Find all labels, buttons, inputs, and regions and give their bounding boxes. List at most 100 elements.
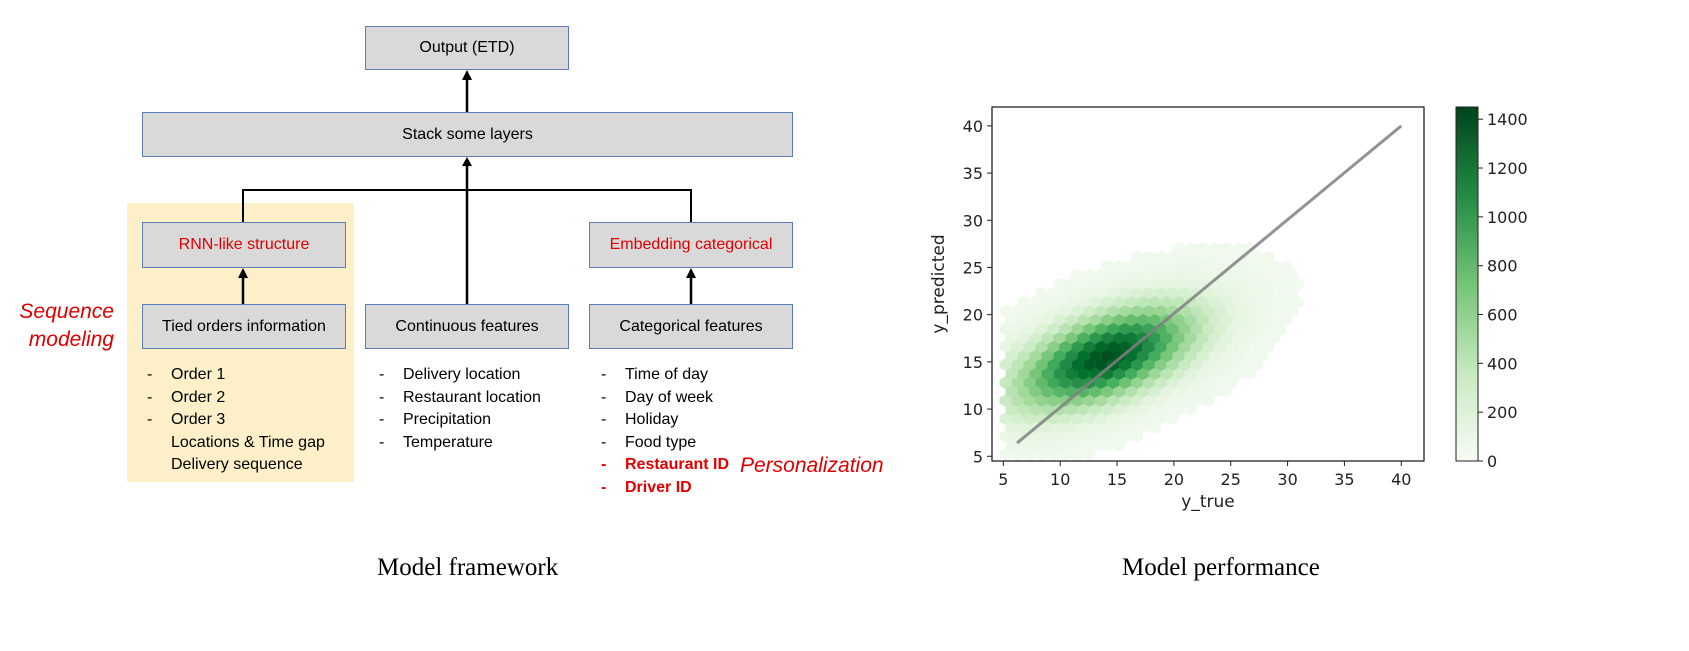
hexbin-cell (1244, 277, 1257, 291)
hexbin-cell (1077, 349, 1090, 362)
hexbin-cell (1089, 385, 1102, 398)
hexbin-cell (1142, 286, 1155, 300)
hexbin-cell (999, 412, 1012, 425)
hexbin-cell (1101, 403, 1114, 416)
hexbin-cell (1011, 340, 1024, 354)
hexbin-cell (1083, 340, 1096, 354)
list-item: - Delivery location (379, 366, 521, 383)
hexbin-cell (1077, 331, 1090, 345)
hexbin-cell (1136, 259, 1149, 273)
hexbin-cell (1142, 394, 1155, 407)
hexbin-cell (1077, 295, 1090, 309)
hexbin-cell (1250, 250, 1263, 264)
hexbin-cell (1017, 331, 1030, 345)
hexbin-cell (1059, 430, 1072, 443)
hexbin-cell (1101, 277, 1114, 291)
hexbin-cell (1035, 430, 1048, 443)
hexbin-cell (1089, 331, 1102, 345)
hexbin-cell (1220, 313, 1233, 327)
hexbin-cell (1059, 412, 1072, 425)
x-tick-label: 15 (1107, 470, 1127, 489)
hexbin-cell (1196, 385, 1209, 398)
list-item: - Temperature (379, 433, 493, 451)
list-item: - Order 1 (147, 366, 226, 383)
colorbar-ticks: 0 200 400 600 800 1000 1200 1400 (1478, 110, 1528, 471)
hexbin-cell (1178, 250, 1191, 264)
hexbin-cell (1238, 340, 1251, 354)
hexbin-cell (1017, 439, 1030, 452)
hexbin-cell (1238, 358, 1251, 371)
hexbin-cell (1262, 322, 1275, 336)
hexbin-cell (1113, 403, 1125, 416)
hexbin-cell (1029, 331, 1042, 345)
hexbin-cell (1005, 367, 1018, 380)
x-tick-label: 5 (998, 470, 1008, 489)
hexbin-cell (1131, 322, 1143, 336)
hexbin-cell (1178, 340, 1191, 354)
hexbin-cell (1136, 277, 1149, 291)
hexbin-cell (1172, 313, 1185, 327)
hexbin-cell (1196, 367, 1209, 380)
hexbin-cell (1023, 412, 1036, 425)
hexbin-cell (1035, 340, 1048, 354)
hexbin-cell (1029, 367, 1042, 380)
hexbin-cell (1047, 304, 1060, 318)
hexbin-cell (1136, 403, 1149, 416)
list-item: Delivery sequence (171, 456, 303, 473)
hexbin-cell (1154, 286, 1167, 300)
hexbin-cell (1011, 394, 1024, 407)
hexbin-cell (1208, 385, 1221, 398)
hexbin-cell (1131, 286, 1143, 300)
hexbin-cell (1190, 250, 1203, 264)
hexbin-cell (1113, 313, 1125, 327)
hexbin-cell (1053, 367, 1066, 380)
hexbin-cell (1047, 358, 1060, 371)
hexbin-cell (1113, 367, 1125, 380)
hexbin-cell (1065, 439, 1078, 452)
hexbin-cell (1053, 331, 1066, 345)
hexbin-cell (1148, 313, 1161, 327)
hexbin-cell (1107, 304, 1120, 318)
hexbin-cell (1166, 250, 1179, 264)
y-axis-ticks: 5 10 15 20 25 30 35 40 (963, 117, 992, 466)
hexbin-cell (1083, 394, 1096, 407)
x-axis-label: y_true (1181, 492, 1234, 512)
hexbin-cell (1208, 241, 1221, 255)
output-box: Output (ETD) (365, 26, 569, 70)
hexbin-cell (1232, 331, 1245, 345)
hexbin-cell (1119, 322, 1131, 336)
hexbin-cell (1154, 250, 1167, 264)
hexbin-cells (999, 241, 1305, 461)
hexbin-cell (1142, 340, 1155, 354)
hexbin-cell (1053, 295, 1066, 309)
hexbin-cell (1005, 439, 1018, 452)
hexbin-cell (1107, 340, 1120, 354)
hexbin-cell (1077, 421, 1090, 434)
hexbin-cell (1059, 340, 1072, 354)
hexbin-cell (1065, 349, 1078, 362)
hexbin-cell (1095, 286, 1108, 300)
hexbin-cell (1059, 286, 1072, 300)
hexbin-cell (1053, 421, 1066, 434)
hexbin-cell (1178, 376, 1191, 389)
hexbin-cell (1172, 367, 1185, 380)
hexbin-cell (1113, 349, 1125, 362)
hexbin-cell (1178, 268, 1191, 282)
hexbin-cell (1125, 403, 1137, 416)
hexbin-cell (1083, 358, 1096, 371)
hexbin-cell (1148, 277, 1161, 291)
hexbin-cell (1065, 403, 1078, 416)
framework-caption: Model framework (377, 554, 559, 581)
hexbin-cell (1148, 421, 1161, 434)
hexbin-cell (1202, 304, 1215, 318)
list-item: - Driver ID (601, 478, 692, 496)
hexbin-cell (1166, 304, 1179, 318)
hexbin-cell (1131, 250, 1143, 264)
hexbin-cell (1131, 358, 1143, 371)
hexbin-cell (1035, 322, 1048, 336)
hexbin-cell (1083, 268, 1096, 282)
hexbin-cell (1125, 313, 1137, 327)
hexbin-cell (1154, 412, 1167, 425)
hexbin-cell (1166, 268, 1179, 282)
hexbin-cell (1244, 331, 1257, 345)
